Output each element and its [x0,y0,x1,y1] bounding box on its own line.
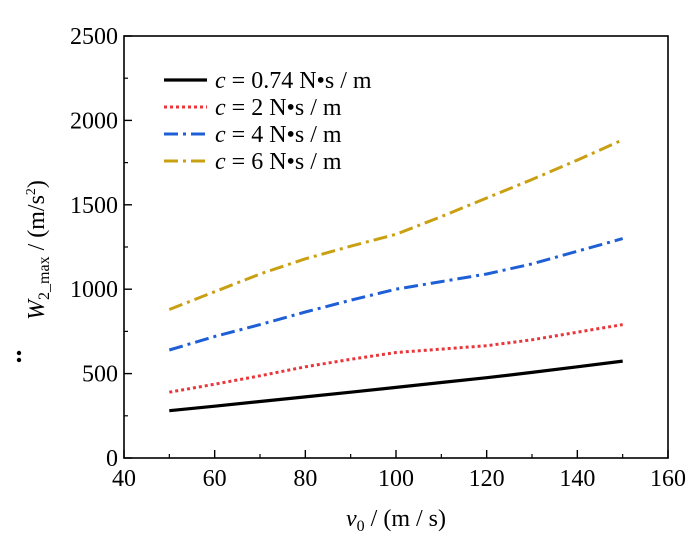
legend: c = 0.74 N•s / mc = 2 N•s / mc = 4 N•s /… [164,68,372,175]
x-tick-label: 140 [559,466,595,492]
x-tick-label: 120 [469,466,505,492]
y-tick-label: 2500 [70,24,118,50]
x-axis-label: v0 / (m / s) [346,506,446,535]
x-tick-label: 160 [650,466,686,492]
series-line-4 [168,138,624,311]
y-axis-label-var: W [24,298,50,320]
legend-label-text: = 2 N•s / m [226,95,342,121]
series-line-1 [169,359,623,413]
y-tick-label: 2000 [70,108,118,134]
legend-label-text: = 4 N•s / m [226,122,342,148]
y-axis-label-close: ) [24,180,50,188]
series-layer [168,138,624,413]
legend-label-1: c = 0.74 N•s / m [215,68,372,94]
y-axis-label-unit: / (m/s [24,195,50,256]
y-axis-label-subscript: 2_max [36,256,53,300]
legend-label-var: c [215,149,226,175]
legend-label-var: c [215,95,226,121]
legend-label-4: c = 6 N•s / m [215,149,342,175]
plot-frame [123,35,669,459]
legend-label-3: c = 4 N•s / m [215,122,342,148]
y-axis-label-dot [16,350,22,356]
x-tick-label: 80 [293,466,317,492]
legend-label-2: c = 2 N•s / m [215,95,342,121]
y-tick-label: 500 [82,362,118,388]
x-tick-label: 40 [112,466,136,492]
series-line-3 [168,237,624,352]
svg-text:W2_max / (m/s2): W2_max / (m/s2) [24,180,53,320]
legend-label-text: = 0.74 N•s / m [226,68,372,94]
axis-layer: 40 60 80 100 120 140 160 0 500 1000 1500 2000 2500 [70,24,686,492]
x-tick-label: 100 [378,466,414,492]
x-tick-label: 60 [203,466,227,492]
x-axis-label-var: v [346,506,357,532]
legend-label-var: c [215,68,226,94]
x-axis-label-subscript: 0 [357,518,365,535]
y-axis-label-dot [16,357,22,363]
y-axis-label: W2_max / (m/s2) [16,180,53,363]
x-axis-label-unit: / (m / s) [365,506,446,532]
y-tick-label: 0 [106,446,118,472]
series-line-2 [169,323,623,394]
y-tick-label: 1000 [70,277,118,303]
legend-label-var: c [215,122,226,148]
y-tick-label: 1500 [70,193,118,219]
legend-label-text: = 6 N•s / m [226,149,342,175]
y-axis-label-superscript: 2 [24,188,39,195]
